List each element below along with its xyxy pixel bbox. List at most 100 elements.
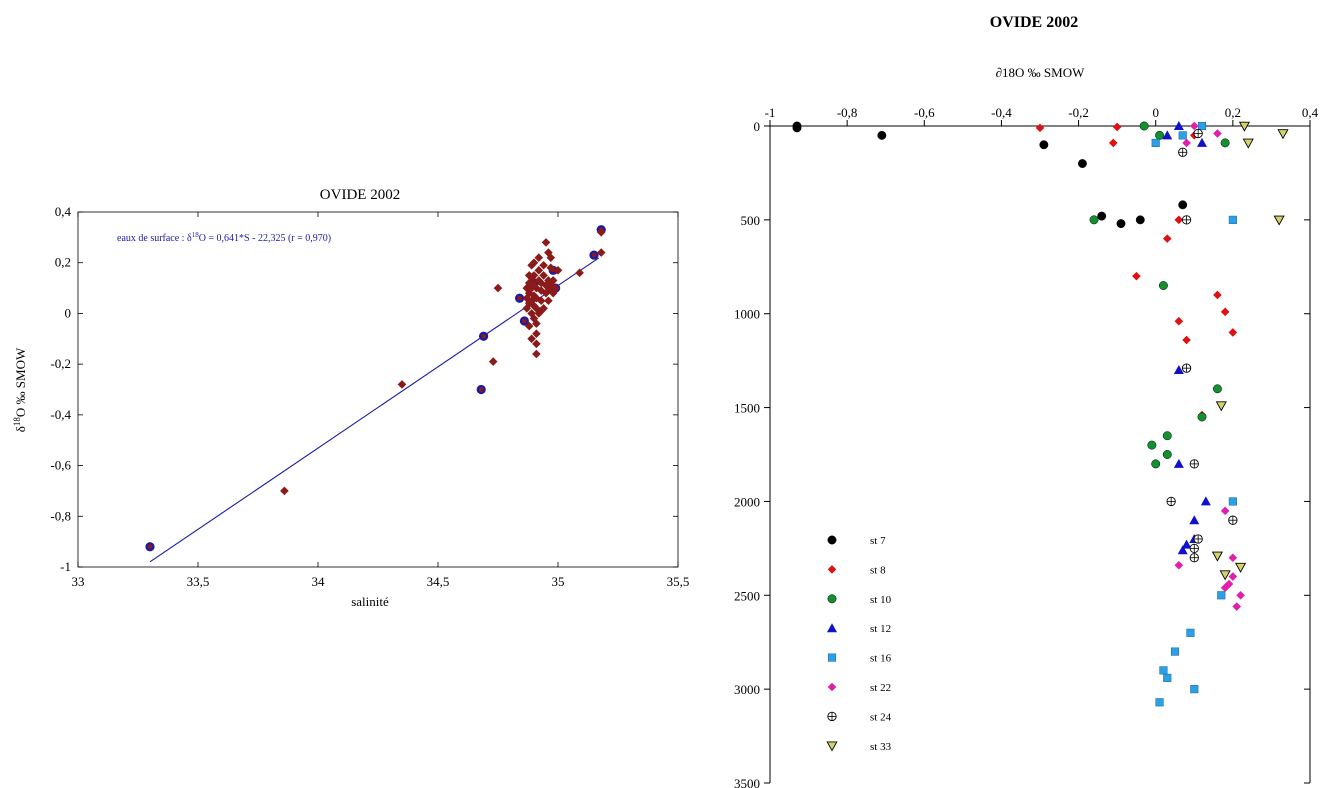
- legend-label: st 7: [870, 535, 886, 547]
- right-point: [1219, 570, 1231, 581]
- right-point: [1151, 138, 1160, 147]
- left-point: [553, 266, 563, 275]
- left-point: [515, 293, 525, 303]
- left-point: [527, 334, 536, 344]
- right-point: [1178, 147, 1188, 157]
- right-point: [1220, 583, 1230, 593]
- right-point: [1228, 215, 1237, 224]
- right-point: [1170, 647, 1180, 656]
- legend-marker: [827, 653, 837, 662]
- right-point: [1236, 590, 1245, 600]
- left-y-tick-label: -0,2: [50, 356, 71, 371]
- right-point: [1220, 307, 1230, 317]
- left-point: [524, 321, 534, 331]
- left-point: [519, 316, 530, 326]
- legend-marker: [827, 711, 837, 722]
- right-x-tick-label: -1: [765, 105, 776, 120]
- right-point: [877, 130, 887, 140]
- left-y-label-rest: O ‰ SMOW: [13, 347, 28, 417]
- left-x-tick-label: 34: [312, 574, 326, 589]
- right-point: [1162, 450, 1172, 459]
- left-point: [575, 268, 584, 278]
- left-point: [397, 380, 407, 389]
- legend-label: st 33: [870, 741, 892, 753]
- right-point: [1220, 138, 1230, 148]
- left-point: [541, 288, 551, 298]
- right-chart-title: OVIDE 2002: [990, 14, 1078, 31]
- right-point: [1132, 271, 1141, 281]
- left-point: [529, 258, 539, 268]
- right-point: [1159, 666, 1168, 675]
- left-y-tick-label: -0,4: [50, 407, 71, 422]
- left-point: [539, 271, 548, 280]
- right-point: [1212, 384, 1222, 394]
- left-point: [527, 309, 536, 318]
- right-point: [1211, 551, 1223, 562]
- left-x-axis-label: salinité: [351, 594, 389, 609]
- left-point: [529, 271, 539, 280]
- right-point: [1193, 128, 1203, 139]
- right-point: [1213, 290, 1222, 300]
- right-point: [1174, 560, 1184, 570]
- left-y-label-delta: δ: [13, 426, 28, 432]
- legend-marker: [826, 741, 838, 752]
- left-point: [541, 238, 551, 247]
- right-point: [1116, 219, 1126, 229]
- right-point: [1174, 215, 1184, 225]
- right-y-tick-label: 1500: [734, 401, 760, 416]
- right-point: [1151, 459, 1161, 469]
- right-point: [1213, 129, 1222, 138]
- right-point: [1215, 401, 1227, 412]
- left-chart-title: OVIDE 2002: [320, 187, 400, 203]
- right-point: [1147, 440, 1157, 450]
- legend-label: st 12: [870, 623, 891, 635]
- right-point: [1197, 137, 1207, 147]
- right-point: [1089, 215, 1099, 225]
- left-y-tick-label: 0,2: [55, 255, 71, 270]
- right-data-marks: [792, 121, 1289, 707]
- right-point: [1039, 140, 1049, 150]
- right-point: [1173, 121, 1184, 130]
- right-point: [1189, 553, 1199, 563]
- left-plot-frame: [77, 211, 679, 568]
- right-point: [1189, 121, 1199, 131]
- left-point: [534, 253, 544, 262]
- right-point: [1242, 138, 1254, 149]
- legend: st 7 st 8 st 10 st 12 st 16 st 22 st 24 st 33: [826, 535, 892, 753]
- left-y-tick-label: -0,6: [50, 458, 71, 473]
- left-x-tick-label: 35,5: [667, 574, 690, 589]
- right-point: [1135, 215, 1145, 225]
- right-point: [1228, 553, 1238, 563]
- right-point: [1182, 138, 1191, 148]
- right-point: [1035, 123, 1045, 133]
- right-point: [1186, 628, 1195, 637]
- left-point: [532, 319, 541, 328]
- legend-marker: [827, 565, 837, 574]
- right-point: [1177, 545, 1188, 555]
- left-x-tick-label: 33,5: [187, 574, 210, 589]
- left-x-tick-label: 33: [72, 574, 85, 589]
- right-point: [1139, 121, 1149, 131]
- right-y-tick-label: 1000: [734, 307, 760, 322]
- legend-marker: [827, 594, 837, 604]
- right-y-tick-label: 0: [754, 119, 761, 134]
- right-point: [1162, 130, 1173, 140]
- right-x-tick-label: -0,2: [1068, 105, 1089, 120]
- right-point: [1155, 130, 1165, 140]
- right-x-tick-label: -0,8: [837, 105, 858, 120]
- right-point: [1158, 281, 1168, 291]
- right-point: [1193, 534, 1203, 544]
- legend-label: st 16: [870, 653, 892, 665]
- left-point: [551, 283, 560, 293]
- right-point: [1238, 121, 1250, 132]
- left-point: [548, 276, 558, 285]
- right-x-axis-label: ∂18O ‰ SMOW: [996, 65, 1085, 80]
- left-point: [541, 281, 551, 290]
- right-point: [1174, 316, 1184, 326]
- left-point: [546, 263, 556, 273]
- right-point: [1178, 131, 1187, 140]
- right-point: [1181, 539, 1192, 549]
- left-point: [536, 296, 546, 306]
- right-point: [1197, 121, 1207, 131]
